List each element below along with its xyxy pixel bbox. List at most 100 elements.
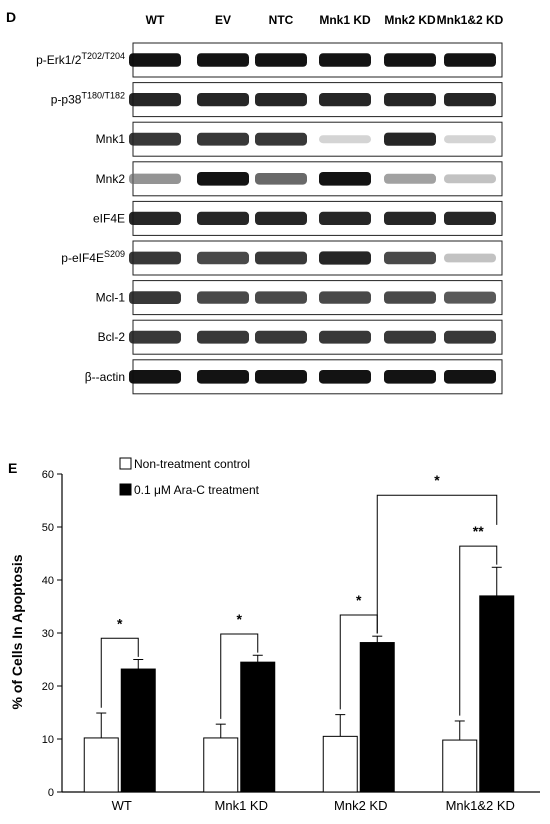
blot-row: p-Erk1/2T202/T204 xyxy=(36,42,503,78)
blot-band xyxy=(444,93,496,107)
blot-row: Mcl-1 xyxy=(96,280,503,316)
blot-row: β--actin xyxy=(85,359,503,395)
lane-label: Mnk1&2 KD xyxy=(437,13,504,27)
blot-row: Mnk2 xyxy=(96,161,503,197)
significance-brackets: * ***** xyxy=(100,472,498,719)
y-tick-label: 30 xyxy=(42,628,54,640)
category-label: Mnk1 KD xyxy=(215,798,268,813)
blot-band xyxy=(197,370,249,384)
significance-label: * xyxy=(117,615,123,631)
blot-frame xyxy=(132,280,503,316)
blot-label-superscript: S209 xyxy=(104,249,125,259)
blot-band xyxy=(384,291,436,304)
western-blot-panel: D WT EV NTC Mnk1 KD Mnk2 KD Mnk1&2 KD p-Erk1/… xyxy=(6,9,504,395)
blot-band xyxy=(197,211,249,225)
significance-bracket xyxy=(100,637,139,708)
y-tick-label: 40 xyxy=(42,575,54,587)
blot-band xyxy=(129,173,181,184)
blot-band xyxy=(384,251,436,265)
bars xyxy=(83,566,515,793)
legend-label: 0.1 μM Ara-C treatment xyxy=(134,483,260,497)
bar xyxy=(442,739,478,793)
blot-frame xyxy=(132,121,503,157)
bar xyxy=(203,737,239,793)
blot-band xyxy=(197,291,249,304)
blot-band xyxy=(129,370,181,384)
blot-label: p-p38T180/T182 xyxy=(51,91,125,107)
blot-band xyxy=(197,251,249,265)
y-ticks: 0 10 20 30 40 50 60 xyxy=(42,469,62,799)
significance-label: * xyxy=(356,592,362,608)
blot-band xyxy=(129,53,181,67)
blot-row: eIF4E xyxy=(93,200,503,236)
y-axis-label: % of Cells In Apoptosis xyxy=(9,554,25,709)
significance-bracket xyxy=(376,494,498,634)
blot-band xyxy=(444,253,496,263)
blot-label: eIF4E xyxy=(93,211,125,225)
category-labels: WT Mnk1 KD Mnk2 KD Mnk1&2 KD xyxy=(112,798,515,813)
blot-label: β--actin xyxy=(85,370,125,384)
blot-band xyxy=(255,93,307,107)
category-label: Mnk1&2 KD xyxy=(446,798,515,813)
lane-label: NTC xyxy=(269,13,294,27)
blot-band xyxy=(255,211,307,225)
blot-frame xyxy=(132,200,503,236)
blot-label: Bcl-2 xyxy=(98,330,126,344)
blot-band xyxy=(384,330,436,344)
blot-label: Mcl-1 xyxy=(96,291,126,305)
significance-label: ** xyxy=(473,523,484,539)
legend-swatch xyxy=(119,483,132,496)
blot-band xyxy=(384,370,436,384)
blot-band xyxy=(444,330,496,344)
category-label: WT xyxy=(112,798,132,813)
blot-band xyxy=(319,53,371,67)
blot-band xyxy=(319,330,371,344)
legend: Non-treatment control 0.1 μM Ara-C treatm… xyxy=(119,457,260,497)
blot-band xyxy=(444,370,496,384)
blot-label: Mnk1 xyxy=(96,132,126,146)
bar xyxy=(83,737,119,793)
blot-band xyxy=(444,174,496,184)
blot-band xyxy=(255,53,307,67)
lane-labels: WT EV NTC Mnk1 KD Mnk2 KD Mnk1&2 KD xyxy=(146,13,504,27)
bar xyxy=(322,735,358,793)
blot-band xyxy=(255,370,307,384)
y-tick-label: 20 xyxy=(42,681,54,693)
blot-band xyxy=(384,132,436,146)
blot-row: Mnk1 xyxy=(96,121,503,157)
blot-band xyxy=(129,291,181,304)
bar xyxy=(120,668,156,793)
bar xyxy=(240,661,276,793)
blot-band xyxy=(319,251,371,265)
lane-label: EV xyxy=(215,13,231,27)
y-tick-label: 0 xyxy=(48,787,54,799)
blot-band xyxy=(319,370,371,384)
lane-label: Mnk2 KD xyxy=(384,13,436,27)
blot-label: Mnk2 xyxy=(96,172,126,186)
blot-frame xyxy=(132,161,503,197)
blot-band xyxy=(444,53,496,67)
blot-band xyxy=(319,291,371,304)
blot-band xyxy=(255,251,307,265)
bar xyxy=(479,595,515,793)
blot-band xyxy=(129,93,181,107)
blot-band xyxy=(197,132,249,146)
blot-frame xyxy=(132,82,503,118)
blot-band xyxy=(129,132,181,146)
blot-band xyxy=(129,330,181,344)
blot-band xyxy=(129,211,181,225)
blot-band xyxy=(444,135,496,144)
blot-band xyxy=(197,53,249,67)
blot-row: p-p38T180/T182 xyxy=(51,82,503,118)
blot-band xyxy=(197,172,249,186)
blot-row: p-eIF4ES209 xyxy=(61,240,503,276)
blot-band xyxy=(384,53,436,67)
legend-swatch xyxy=(119,457,132,470)
panel-letter-d: D xyxy=(6,9,16,25)
panel-letter-e: E xyxy=(8,460,17,476)
significance-label: * xyxy=(434,472,440,488)
significance-bracket xyxy=(220,633,259,719)
legend-label: Non-treatment control xyxy=(134,457,250,471)
blot-row: Bcl-2 xyxy=(98,319,503,355)
